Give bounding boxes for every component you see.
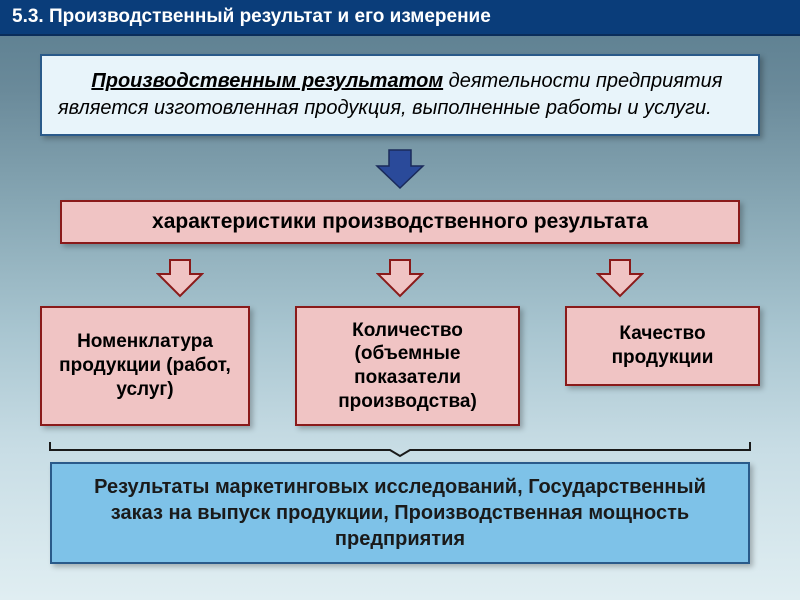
item-box-quality: Качество продукции: [565, 306, 760, 386]
bracket: [40, 440, 760, 458]
item-label: Номенклатура продукции (работ, услуг): [52, 330, 238, 401]
item-box-quantity: Количество (объемные показатели производ…: [295, 306, 520, 426]
down-arrow-icon: [375, 148, 425, 190]
intro-indent: [58, 70, 91, 92]
intro-underlined: Производственным результатом: [91, 70, 443, 92]
item-box-nomenclature: Номенклатура продукции (работ, услуг): [40, 306, 250, 426]
characteristics-label: характеристики производственного результ…: [152, 210, 648, 233]
content-area: Производственным результатом деятельност…: [0, 36, 800, 564]
header-title: 5.3. Производственный результат и его из…: [12, 6, 491, 27]
items-row: Номенклатура продукции (работ, услуг) Ко…: [40, 306, 760, 426]
slide-header: 5.3. Производственный результат и его из…: [0, 0, 800, 36]
pink-arrow-icon: [596, 258, 644, 298]
result-text: Результаты маркетинговых исследований, Г…: [94, 476, 706, 550]
item-label: Количество (объемные показатели производ…: [307, 319, 508, 414]
item-label: Качество продукции: [577, 322, 748, 370]
intro-box: Производственным результатом деятельност…: [40, 54, 760, 136]
pink-arrow-icon: [376, 258, 424, 298]
characteristics-box: характеристики производственного результ…: [60, 200, 740, 244]
arrows-row: [40, 258, 760, 298]
pink-arrow-icon: [156, 258, 204, 298]
result-box: Результаты маркетинговых исследований, Г…: [50, 462, 750, 564]
